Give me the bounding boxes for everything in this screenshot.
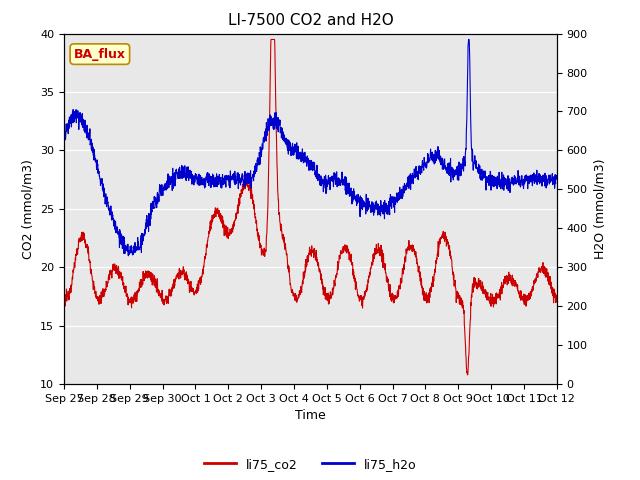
Y-axis label: CO2 (mmol/m3): CO2 (mmol/m3) xyxy=(22,159,35,259)
Text: BA_flux: BA_flux xyxy=(74,48,126,60)
Title: LI-7500 CO2 and H2O: LI-7500 CO2 and H2O xyxy=(228,13,393,28)
X-axis label: Time: Time xyxy=(295,409,326,422)
Legend: li75_co2, li75_h2o: li75_co2, li75_h2o xyxy=(200,453,421,476)
Y-axis label: H2O (mmol/m3): H2O (mmol/m3) xyxy=(593,158,606,259)
